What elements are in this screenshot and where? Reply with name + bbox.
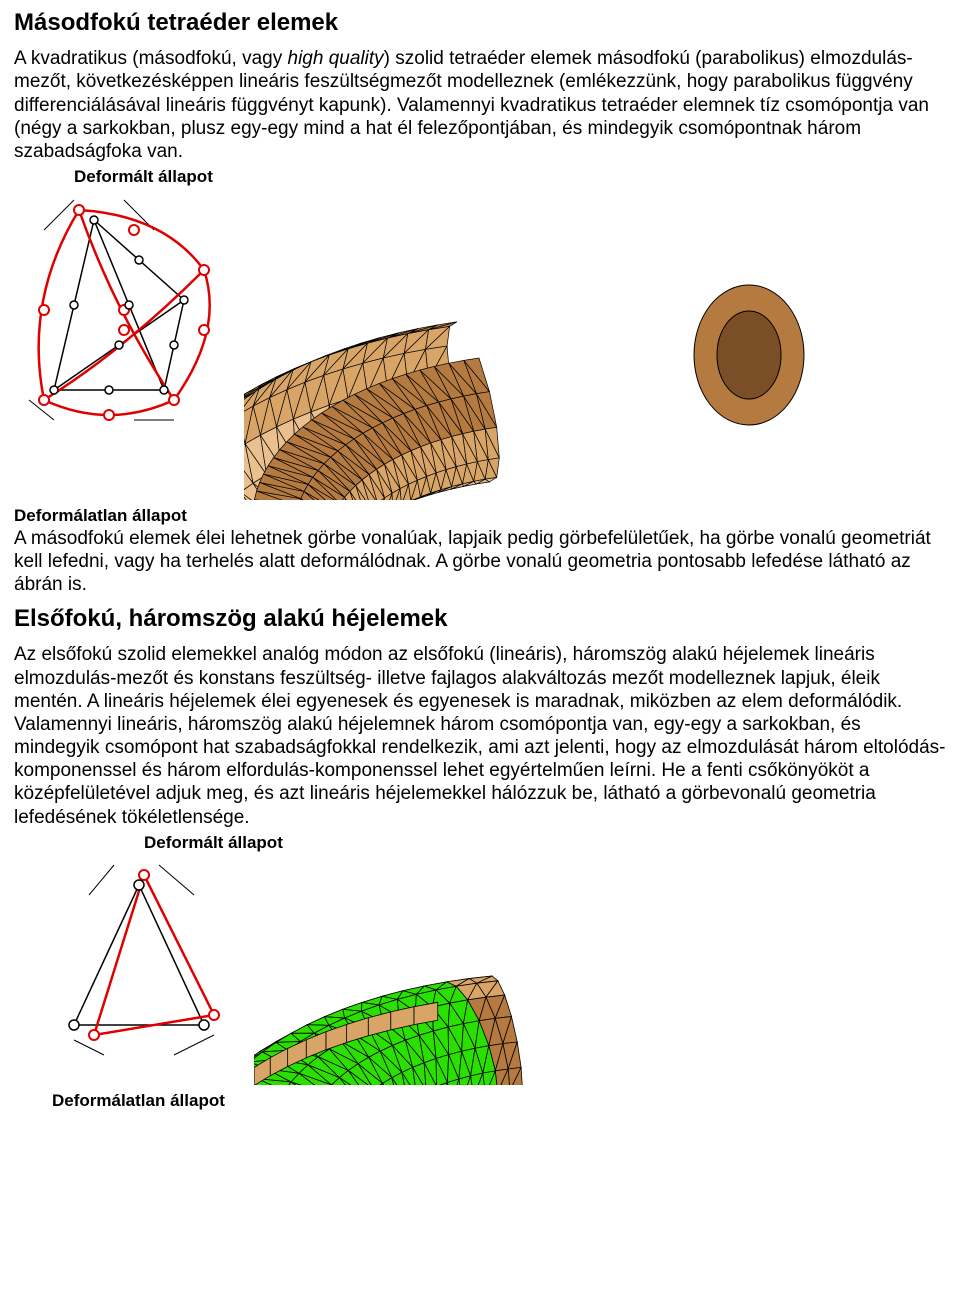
section2-title: Elsőfokú, háromszög alakú héjelemek xyxy=(14,604,946,633)
section1-para1-a: A kvadratikus (másodfokú, vagy xyxy=(14,48,288,69)
section1-para1: A kvadratikus (másodfokú, vagy high qual… xyxy=(14,47,946,163)
fig2-mesh-wrap xyxy=(254,855,946,1085)
triangle-diagram xyxy=(44,855,244,1065)
elbow-shell-mesh xyxy=(254,855,864,1085)
section1-para2: A másodfokú elemek élei lehetnek görbe v… xyxy=(14,527,946,597)
section1-para1-italic: high quality xyxy=(288,48,384,69)
fig1-diagram-wrap xyxy=(14,190,234,430)
fig2-row xyxy=(14,855,946,1085)
fig1-mesh-wrap xyxy=(244,190,946,500)
fig1-row xyxy=(14,190,946,500)
fig2-label-undeformed: Deformálatlan állapot xyxy=(52,1091,946,1112)
tetra-diagram xyxy=(14,190,234,430)
fig2-label-deformed: Deformált állapot xyxy=(144,833,946,854)
torus-mesh xyxy=(244,190,854,500)
fig1-label-deformed: Deformált állapot xyxy=(74,167,946,188)
fig2-diagram-wrap xyxy=(14,855,244,1065)
section1-title: Másodfokú tetraéder elemek xyxy=(14,8,946,37)
section2-para1: Az elsőfokú szolid elemekkel analóg módo… xyxy=(14,643,946,828)
fig1-label-undeformed: Deformálatlan állapot xyxy=(14,506,946,527)
